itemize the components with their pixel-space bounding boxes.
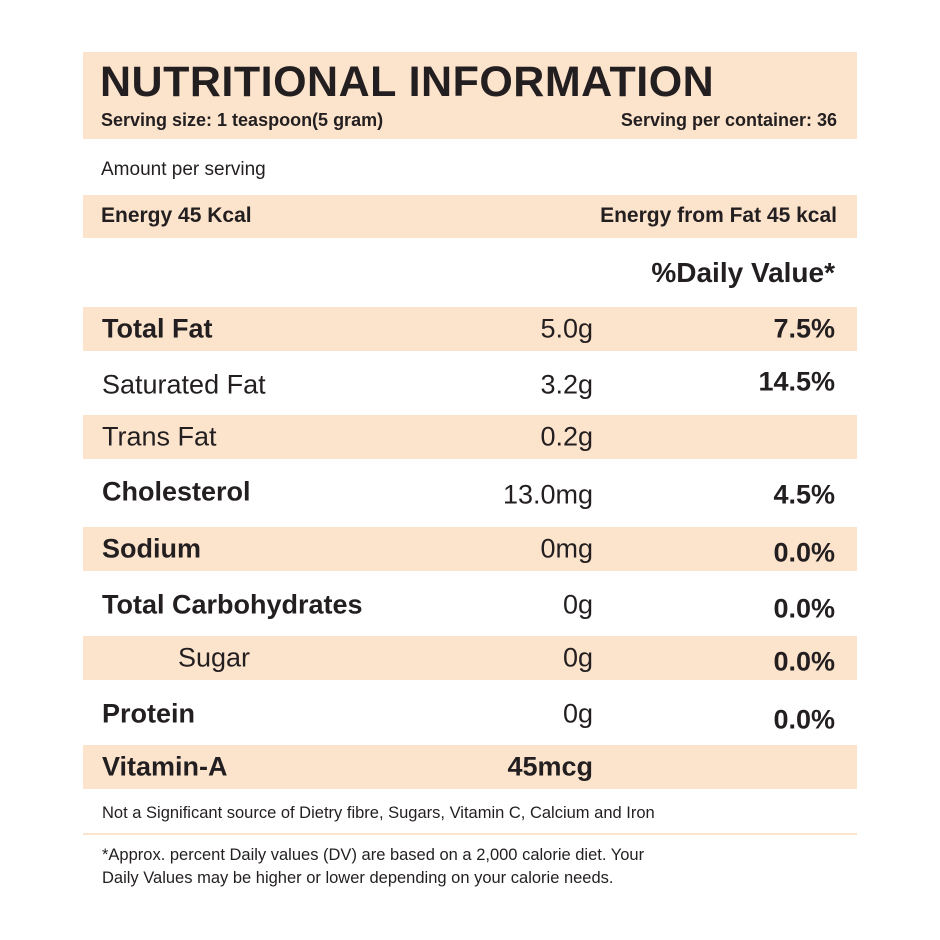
nutrient-dv: 14.5% bbox=[758, 366, 835, 397]
nutrient-dv: 7.5% bbox=[773, 313, 835, 344]
nutrient-name: Trans Fat bbox=[102, 421, 217, 452]
nutrient-name: Total Carbohydrates bbox=[102, 589, 363, 620]
not-significant-note: Not a Significant source of Dietry fibre… bbox=[102, 804, 655, 822]
nutrient-row-sugar: Sugar 0g 0.0% bbox=[83, 636, 857, 680]
nutrient-amount: 0.2g bbox=[540, 421, 593, 452]
dv-note-line-2: Daily Values may be higher or lower depe… bbox=[102, 869, 614, 887]
energy-band bbox=[83, 195, 857, 238]
serving-size: Serving size: 1 teaspoon(5 gram) bbox=[101, 110, 384, 130]
nutrient-row-total-fat: Total Fat 5.0g 7.5% bbox=[83, 307, 857, 351]
dv-note-line-1: *Approx. percent Daily values (DV) are b… bbox=[102, 846, 645, 864]
nutrient-amount: 13.0mg bbox=[502, 479, 593, 510]
header-band bbox=[83, 52, 857, 139]
nutrient-row-cholesterol: Cholesterol 13.0mg 4.5% bbox=[83, 473, 857, 517]
nutrient-name: Saturated Fat bbox=[102, 369, 266, 400]
nutrient-dv: 0.0% bbox=[773, 593, 835, 624]
nutrient-amount: 0g bbox=[562, 589, 593, 620]
nutrient-row-vitamin-a: Vitamin-A 45mcg bbox=[83, 745, 857, 789]
nutrient-row-protein: Protein 0g 0.0% bbox=[83, 692, 857, 736]
nutrient-name: Vitamin-A bbox=[102, 751, 228, 782]
nutrient-name: Cholesterol bbox=[102, 476, 251, 507]
nutrient-amount: 45mcg bbox=[507, 751, 593, 782]
divider bbox=[83, 833, 857, 835]
nutrient-row-total-carbohydrates: Total Carbohydrates 0g 0.0% bbox=[83, 583, 857, 627]
daily-value-header: %Daily Value* bbox=[651, 257, 835, 288]
nutrient-dv: 0.0% bbox=[773, 704, 835, 735]
nutrient-amount: 0g bbox=[562, 698, 593, 729]
nutrient-row-saturated-fat: Saturated Fat 3.2g 14.5% bbox=[83, 363, 857, 407]
nutrient-name: Sodium bbox=[102, 533, 201, 564]
nutrient-name: Total Fat bbox=[102, 313, 213, 344]
label-title: NUTRITIONAL INFORMATION bbox=[100, 58, 715, 106]
amount-per-serving: Amount per serving bbox=[101, 159, 266, 180]
nutrient-dv: 0.0% bbox=[773, 537, 835, 568]
nutrient-amount: 0mg bbox=[540, 533, 593, 564]
energy-from-fat: Energy from Fat 45 kcal bbox=[600, 204, 837, 227]
nutrient-row-trans-fat: Trans Fat 0.2g bbox=[83, 415, 857, 459]
nutrient-name: Protein bbox=[102, 698, 196, 729]
nutrient-row-sodium: Sodium 0mg 0.0% bbox=[83, 527, 857, 571]
nutrient-name: Sugar bbox=[178, 642, 251, 673]
nutrient-amount: 5.0g bbox=[540, 313, 593, 344]
servings-per-container: Serving per container: 36 bbox=[620, 110, 837, 130]
energy: Energy 45 Kcal bbox=[101, 204, 252, 227]
nutrient-amount: 3.2g bbox=[540, 369, 593, 400]
nutrient-amount: 0g bbox=[562, 642, 593, 673]
nutrient-dv: 4.5% bbox=[773, 479, 835, 510]
nutrient-dv: 0.0% bbox=[773, 646, 835, 677]
